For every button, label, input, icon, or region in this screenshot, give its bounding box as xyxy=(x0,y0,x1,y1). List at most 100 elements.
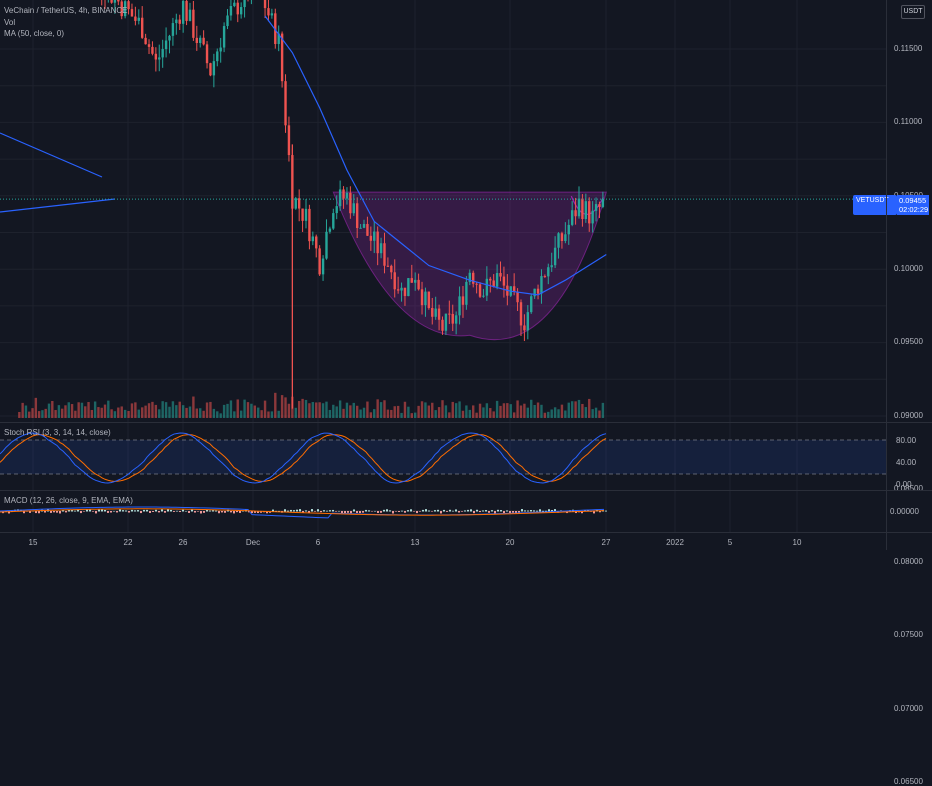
candle-body xyxy=(369,235,373,241)
macd-histogram-bar xyxy=(539,509,541,512)
macd-histogram-bar xyxy=(443,509,445,512)
candle-body xyxy=(437,308,441,320)
candle-body xyxy=(601,198,605,207)
volume-bar xyxy=(601,402,605,418)
macd-histogram-bar xyxy=(428,510,430,512)
candle-body xyxy=(270,13,274,16)
candle-body xyxy=(120,1,123,17)
macd-histogram-bar xyxy=(134,510,136,512)
macd-histogram-bar xyxy=(551,510,553,512)
macd-histogram-bar xyxy=(50,511,52,513)
macd-histogram-bar xyxy=(350,511,352,514)
volume-bar xyxy=(396,405,400,418)
volume-bar xyxy=(158,409,161,418)
candle-body xyxy=(338,189,342,207)
time-tick-label: 15 xyxy=(28,538,38,547)
volume-bar xyxy=(44,408,47,418)
candle-body xyxy=(472,272,475,284)
price-tick-label: 0.08500 xyxy=(894,483,923,493)
volume-bar xyxy=(393,406,396,418)
stoch-band xyxy=(0,440,886,474)
pane-divider[interactable] xyxy=(0,422,932,423)
candle-body xyxy=(376,231,379,254)
candle-body xyxy=(581,198,584,220)
candle-body xyxy=(219,47,222,52)
macd-histogram-bar xyxy=(500,510,502,512)
candle-body xyxy=(417,279,420,290)
volume-bar xyxy=(509,404,512,418)
candle-body xyxy=(448,313,451,315)
macd-histogram-bar xyxy=(107,511,109,513)
macd-histogram-bar xyxy=(377,511,379,513)
candle-body xyxy=(315,236,318,249)
macd-histogram-bar xyxy=(452,510,454,512)
candle-body xyxy=(468,272,471,282)
last-price-value: 0.09455 xyxy=(899,196,927,205)
volume-bar xyxy=(598,410,601,418)
macd-histogram-bar xyxy=(218,511,220,514)
volume-bar xyxy=(161,401,164,418)
volume-bar xyxy=(526,407,530,418)
macd-histogram-bar xyxy=(116,511,118,513)
volume-bar xyxy=(233,411,236,418)
currency-badge[interactable]: USDT xyxy=(901,5,925,19)
volume-label: Vol xyxy=(4,18,16,27)
macd-histogram-bar xyxy=(476,509,478,512)
candle-body xyxy=(185,0,188,21)
volume-bar xyxy=(175,405,178,418)
price-tick-label: 0.11500 xyxy=(894,44,923,53)
macd-histogram-bar xyxy=(83,511,85,512)
volume-bar xyxy=(407,406,410,418)
candle-body xyxy=(284,81,287,126)
candle-body xyxy=(205,44,209,64)
candle-body xyxy=(523,325,526,331)
candle-body xyxy=(454,315,458,324)
volume-bar xyxy=(311,402,315,418)
candle-body xyxy=(533,288,536,297)
macd-histogram-bar xyxy=(353,509,355,512)
volume-bar xyxy=(280,395,284,418)
time-tick-label: 26 xyxy=(178,538,188,547)
volume-bar xyxy=(417,405,420,418)
volume-bar xyxy=(212,408,216,418)
candle-body xyxy=(274,13,277,45)
candle-body xyxy=(321,258,325,275)
candle-body xyxy=(263,0,267,9)
candle-body xyxy=(482,295,485,297)
macd-histogram-bar xyxy=(224,511,226,513)
candle-body xyxy=(547,267,550,277)
volume-bar xyxy=(60,408,64,418)
volume-bar xyxy=(260,410,263,418)
candle-body xyxy=(233,2,236,7)
volume-bar xyxy=(342,408,345,418)
candle-body xyxy=(181,0,185,24)
volume-bar xyxy=(516,400,519,418)
time-tick-label: 6 xyxy=(315,538,321,547)
volume-bar xyxy=(318,402,321,418)
macd-histogram-bar xyxy=(368,510,370,512)
macd-histogram-bar xyxy=(314,511,316,512)
macd-histogram-bar xyxy=(293,510,295,512)
stoch-tick: 0.00 xyxy=(896,480,912,489)
volume-bar xyxy=(512,412,516,418)
candle-body xyxy=(598,204,601,207)
volume-bar xyxy=(147,403,151,418)
macd-histogram-bar xyxy=(104,509,106,512)
last-price-value-tag: 0.09455 02:02:29 xyxy=(897,195,929,215)
volume-bar xyxy=(560,404,564,418)
candle-body xyxy=(379,243,383,254)
volume-bar xyxy=(325,401,328,418)
macd-histogram-bar xyxy=(329,510,331,512)
volume-bar xyxy=(355,405,359,418)
chart-canvas[interactable] xyxy=(0,0,932,550)
volume-bar xyxy=(192,396,195,418)
candle-body xyxy=(141,17,144,38)
macd-histogram-bar xyxy=(29,511,31,513)
candle-body xyxy=(216,51,219,62)
macd-histogram-bar xyxy=(200,511,202,514)
candle-body xyxy=(574,210,577,217)
volume-bar xyxy=(70,404,74,418)
volume-bar xyxy=(107,400,110,418)
volume-bar xyxy=(458,401,461,418)
pane-divider[interactable] xyxy=(0,490,932,491)
